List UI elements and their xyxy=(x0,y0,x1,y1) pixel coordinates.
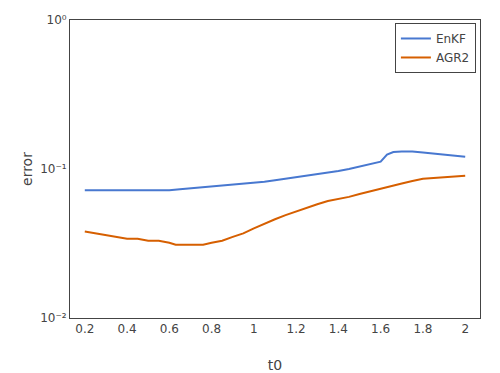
svg-text:0.8: 0.8 xyxy=(202,322,221,336)
svg-text:AGR2: AGR2 xyxy=(436,51,469,65)
svg-text:1.4: 1.4 xyxy=(329,322,348,336)
svg-text:0.2: 0.2 xyxy=(75,322,94,336)
svg-text:1: 1 xyxy=(250,322,258,336)
svg-text:1.8: 1.8 xyxy=(413,322,432,336)
svg-text:10⁰: 10⁰ xyxy=(47,13,67,27)
svg-text:EnKF: EnKF xyxy=(436,32,466,46)
svg-text:2: 2 xyxy=(461,322,469,336)
svg-text:10⁻²: 10⁻² xyxy=(40,311,67,325)
svg-text:0.6: 0.6 xyxy=(160,322,179,336)
svg-text:1.6: 1.6 xyxy=(371,322,390,336)
svg-text:0.4: 0.4 xyxy=(118,322,137,336)
svg-text:error: error xyxy=(19,152,35,186)
svg-text:10⁻¹: 10⁻¹ xyxy=(40,162,67,176)
svg-text:t0: t0 xyxy=(268,357,282,373)
svg-text:1.2: 1.2 xyxy=(287,322,306,336)
